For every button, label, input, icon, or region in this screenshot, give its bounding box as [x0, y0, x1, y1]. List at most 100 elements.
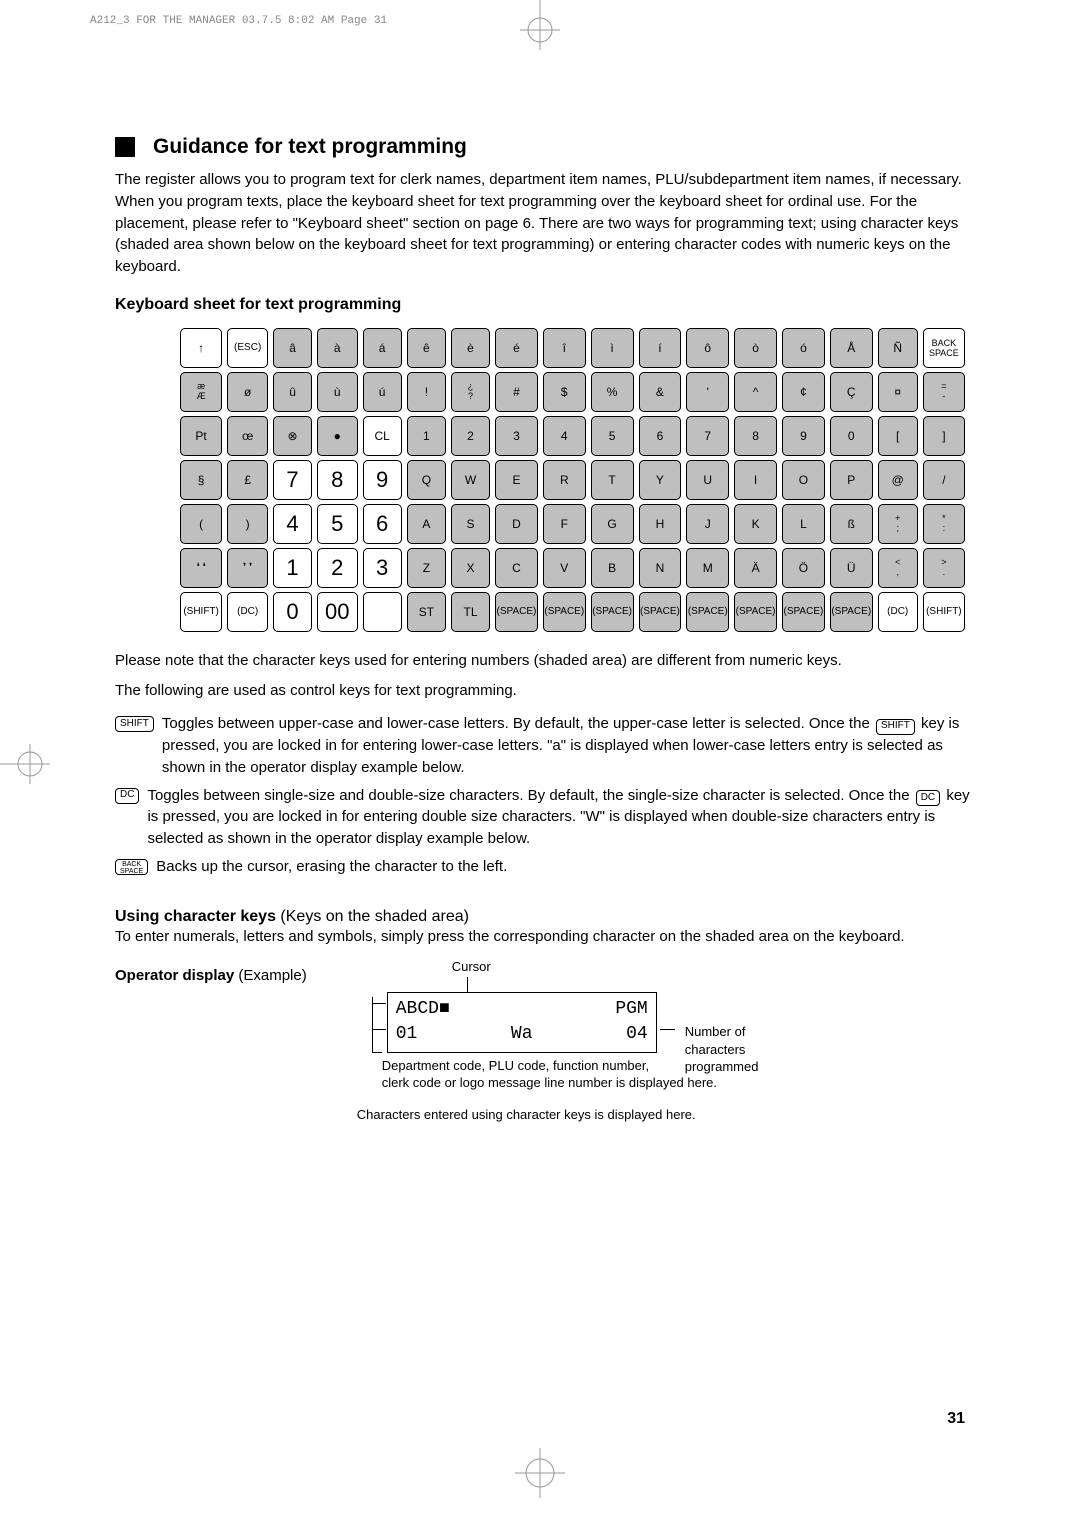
- keyboard-key: §: [180, 460, 222, 500]
- keyboard-key: T: [591, 460, 634, 500]
- keyboard-key: é: [495, 328, 538, 368]
- keyboard-key: [363, 592, 402, 632]
- lcd-row2-left: 01: [396, 1022, 418, 1047]
- keyboard-key: 2: [451, 416, 490, 456]
- keyboard-key: 0: [273, 592, 312, 632]
- section-title: Guidance for text programming: [153, 135, 467, 159]
- keyboard-key: (DC): [878, 592, 918, 632]
- keyboard-key: (SPACE): [686, 592, 729, 632]
- keyboard-key: O: [782, 460, 825, 500]
- key-badge: BACKSPACE: [115, 859, 148, 875]
- keyboard-key: <,: [878, 548, 918, 588]
- keyboard-key: +;: [878, 504, 918, 544]
- keyboard-key: (SPACE): [543, 592, 586, 632]
- lcd-row1-left: ABCD■: [396, 997, 450, 1022]
- keyboard-key: TL: [451, 592, 490, 632]
- keyboard-key: I: [734, 460, 777, 500]
- keyboard-key: !: [407, 372, 446, 412]
- keyboard-key: 9: [363, 460, 402, 500]
- key-badge: DC: [115, 788, 139, 804]
- keyboard-key: ↑: [180, 328, 222, 368]
- crop-left-icon: [0, 744, 50, 784]
- keyboard-key: è: [451, 328, 490, 368]
- keyboard-key: R: [543, 460, 586, 500]
- key-def-list: SHIFTToggles between upper-case and lowe…: [115, 713, 970, 877]
- intro-text: The register allows you to program text …: [115, 169, 970, 278]
- keyboard-key: G: [591, 504, 634, 544]
- keyboard-key: Z: [407, 548, 446, 588]
- keyboard-key: (SPACE): [734, 592, 777, 632]
- key-def-item: BACKSPACEBacks up the cursor, erasing th…: [115, 856, 970, 878]
- lcd-row2-right: 04: [626, 1022, 648, 1047]
- keyboard-key: 6: [639, 416, 682, 456]
- keyboard-key: =-: [923, 372, 965, 412]
- keyboard-key: X: [451, 548, 490, 588]
- keyboard-key: A: [407, 504, 446, 544]
- keyboard-key: (DC): [227, 592, 268, 632]
- keyboard-key: 7: [273, 460, 312, 500]
- key-badge-inline: DC: [916, 790, 940, 806]
- annotation-bottom: Characters entered using character keys …: [357, 1106, 717, 1124]
- key-def-text: Toggles between single-size and double-s…: [147, 785, 970, 850]
- lcd-row2-mid: Wa: [511, 1022, 533, 1047]
- keyboard-key: û: [273, 372, 312, 412]
- keyboard-key: Ö: [782, 548, 825, 588]
- keyboard-key: [: [878, 416, 918, 456]
- section-marker-icon: [115, 137, 135, 157]
- keyboard-key: á: [363, 328, 402, 368]
- keyboard-key: î: [543, 328, 586, 368]
- key-badge-inline: SHIFT: [876, 719, 915, 735]
- keyboard-subtitle: Keyboard sheet for text programming: [115, 296, 970, 314]
- note1: Please note that the character keys used…: [115, 650, 970, 672]
- keyboard-key: (SPACE): [591, 592, 634, 632]
- keyboard-key: N: [639, 548, 682, 588]
- key-def-item: DCToggles between single-size and double…: [115, 785, 970, 850]
- keyboard-key: M: [686, 548, 729, 588]
- keyboard-key: BACKSPACE: [923, 328, 965, 368]
- keyboard-key: J: [686, 504, 729, 544]
- keyboard-key: (SPACE): [782, 592, 825, 632]
- keyboard-key: H: [639, 504, 682, 544]
- keyboard-key: Y: [639, 460, 682, 500]
- keyboard-key: Pt: [180, 416, 222, 456]
- key-def-text: Toggles between upper-case and lower-cas…: [162, 713, 970, 778]
- keyboard-key: 9: [782, 416, 825, 456]
- keyboard-key: (ESC): [227, 328, 268, 368]
- keyboard-key: ¿?: [451, 372, 490, 412]
- keyboard-key: (SHIFT): [180, 592, 222, 632]
- keyboard-key: (SHIFT): [923, 592, 965, 632]
- char-keys-text: To enter numerals, letters and symbols, …: [115, 926, 970, 948]
- keyboard-key: ø: [227, 372, 268, 412]
- key-def-item: SHIFTToggles between upper-case and lowe…: [115, 713, 970, 778]
- keyboard-key: ú: [363, 372, 402, 412]
- keyboard-key: 4: [273, 504, 312, 544]
- keyboard-key: ¤: [878, 372, 918, 412]
- keyboard-key: P: [830, 460, 873, 500]
- keyboard-key: B: [591, 548, 634, 588]
- keyboard-key: U: [686, 460, 729, 500]
- section-header: Guidance for text programming: [115, 135, 970, 159]
- page-number: 31: [947, 1410, 965, 1428]
- note2: The following are used as control keys f…: [115, 680, 970, 702]
- keyboard-key: 8: [317, 460, 358, 500]
- keyboard-key: 5: [591, 416, 634, 456]
- keyboard-key: ß: [830, 504, 873, 544]
- keyboard-key: (SPACE): [495, 592, 538, 632]
- keyboard-key: (SPACE): [830, 592, 873, 632]
- keyboard-key: ST: [407, 592, 446, 632]
- keyboard-key: 3: [495, 416, 538, 456]
- keyboard-key: ô: [686, 328, 729, 368]
- keyboard-key: 0: [830, 416, 873, 456]
- keyboard-key: ❜ ❜: [227, 548, 268, 588]
- keyboard-key: Ä: [734, 548, 777, 588]
- keyboard-key: 4: [543, 416, 586, 456]
- display-example: Operator display (Example) Cursor ABCD■ …: [115, 967, 970, 1123]
- keyboard-key: $: [543, 372, 586, 412]
- keyboard-key: ': [686, 372, 729, 412]
- keyboard-key: W: [451, 460, 490, 500]
- keyboard-key: %: [591, 372, 634, 412]
- keyboard-key: ●: [317, 416, 358, 456]
- keyboard-key: 5: [317, 504, 358, 544]
- annotation-right: Number of characters programmed: [685, 1023, 759, 1076]
- keyboard-key: ¢: [782, 372, 825, 412]
